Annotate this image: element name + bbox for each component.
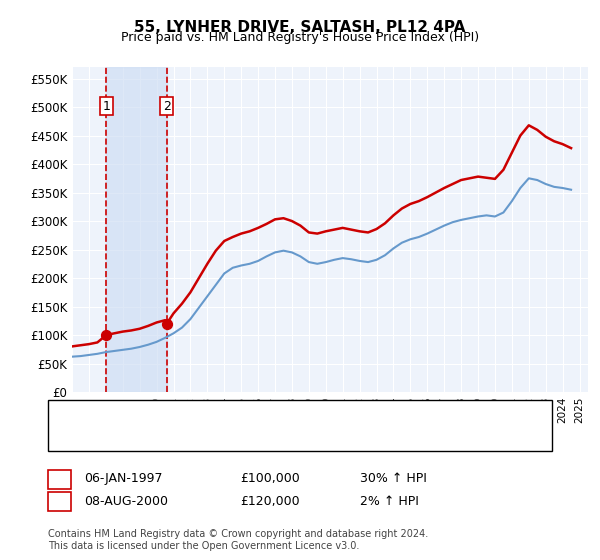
Text: 2: 2 (163, 100, 170, 113)
Text: —: — (66, 414, 84, 432)
Text: 1: 1 (55, 472, 64, 486)
Text: HPI: Average price, detached house, Cornwall: HPI: Average price, detached house, Corn… (87, 438, 356, 452)
Text: —: — (66, 436, 84, 454)
Text: Contains HM Land Registry data © Crown copyright and database right 2024.
This d: Contains HM Land Registry data © Crown c… (48, 529, 428, 551)
Text: 2% ↑ HPI: 2% ↑ HPI (360, 494, 419, 508)
Text: 2: 2 (55, 494, 64, 508)
Text: 55, LYNHER DRIVE, SALTASH, PL12 4PA (detached house): 55, LYNHER DRIVE, SALTASH, PL12 4PA (det… (87, 416, 422, 430)
Bar (106, 67, 167, 392)
Text: 1: 1 (103, 100, 110, 113)
Text: 06-JAN-1997: 06-JAN-1997 (84, 472, 163, 486)
Point (101, 330, 111, 339)
Text: 08-AUG-2000: 08-AUG-2000 (84, 494, 168, 508)
Point (162, 319, 172, 328)
Text: Price paid vs. HM Land Registry's House Price Index (HPI): Price paid vs. HM Land Registry's House … (121, 31, 479, 44)
Text: £100,000: £100,000 (240, 472, 300, 486)
Text: £120,000: £120,000 (240, 494, 299, 508)
Text: 55, LYNHER DRIVE, SALTASH, PL12 4PA: 55, LYNHER DRIVE, SALTASH, PL12 4PA (134, 20, 466, 35)
Text: 30% ↑ HPI: 30% ↑ HPI (360, 472, 427, 486)
